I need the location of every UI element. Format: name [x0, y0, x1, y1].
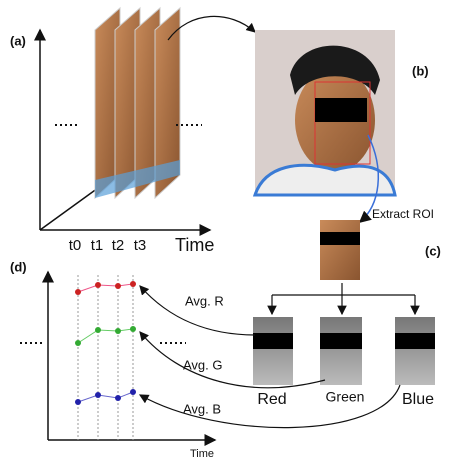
channel-label: Green [326, 389, 365, 405]
time-guides [78, 275, 133, 440]
channel-label: Red [257, 391, 286, 408]
panel-label: (c) [425, 243, 441, 258]
channel-label: Blue [402, 391, 434, 408]
diagram: (a) t0 t1 t2 t3 Time (b) Extract ROI (c) [0, 0, 460, 463]
axis-label: Time [190, 448, 214, 460]
panel-label: (d) [10, 259, 27, 274]
video-frames [95, 8, 180, 198]
average-label: Avg. B [183, 401, 221, 416]
average-label: Avg. G [183, 357, 223, 372]
panel-label: (a) [10, 33, 26, 48]
time-label: t3 [134, 237, 147, 254]
average-label: Avg. R [185, 293, 224, 308]
signal-points [75, 281, 136, 405]
axis-label: Time [175, 235, 214, 255]
arrow [168, 16, 255, 40]
panel-label: (b) [412, 63, 429, 78]
arrows [272, 283, 415, 314]
time-label: t0 [69, 237, 82, 254]
channel-images [253, 317, 435, 385]
time-label: t2 [112, 237, 125, 254]
arrow-label: Extract ROI [372, 207, 434, 221]
time-label: t1 [91, 237, 104, 254]
face-photo [255, 30, 395, 195]
roi [320, 220, 360, 280]
